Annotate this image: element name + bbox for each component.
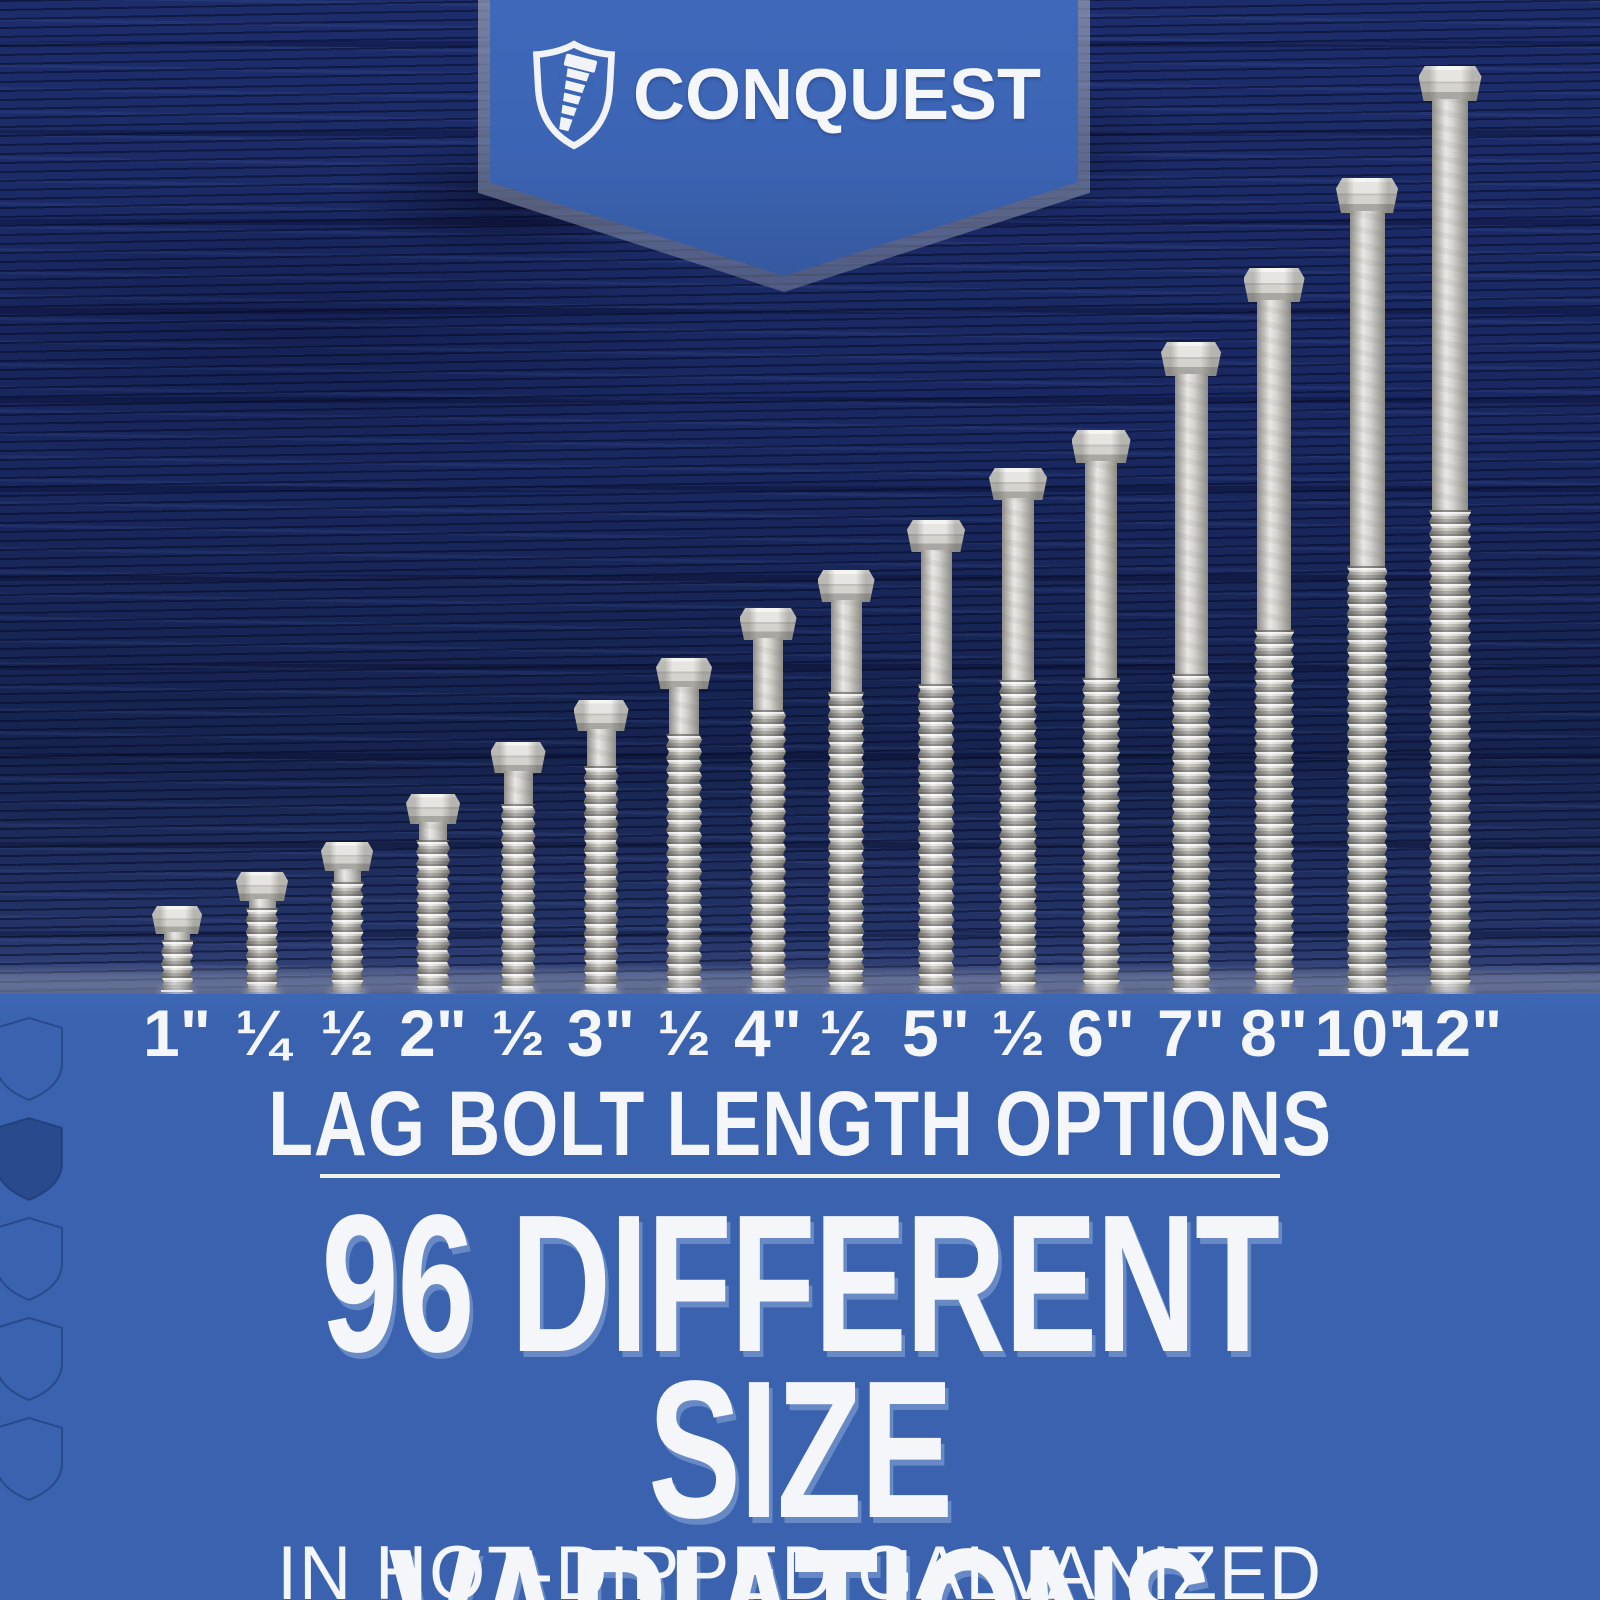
size-label-row: 1" ¼ ½ 2" ½ 3" ½ 4" ½ 5" ½ 6" 7" 8" 10" 12" xyxy=(0,996,1600,1070)
bolt-image xyxy=(1243,268,1305,992)
bolt-size-label: ½ xyxy=(320,997,374,1069)
bolt-shank xyxy=(1002,498,1034,682)
bolt-threads xyxy=(1082,678,1120,992)
bolt-size-label: 12" xyxy=(1397,996,1503,1070)
brand-logo: CONQUEST xyxy=(490,40,1078,150)
bolt-image xyxy=(817,570,875,992)
bolt-head xyxy=(152,906,202,934)
bolt-head xyxy=(1161,342,1221,376)
bolt-image xyxy=(236,872,288,992)
bolt-image xyxy=(406,794,460,992)
bolt-head xyxy=(573,700,629,731)
bolt-shank xyxy=(920,550,952,686)
bolt-threads xyxy=(416,840,450,992)
shield-watermark xyxy=(0,1416,63,1502)
bolt-size-label: 4" xyxy=(734,996,802,1070)
bolt-size-label: ½ xyxy=(991,997,1045,1069)
bolt-threads xyxy=(245,908,279,992)
bolt-image xyxy=(1418,66,1482,992)
bolt-size-label: 2" xyxy=(399,996,467,1070)
bolt-size-label: ½ xyxy=(657,997,711,1069)
bolt-head xyxy=(236,872,288,901)
bolt-shank xyxy=(1174,374,1208,676)
bolt-head xyxy=(1071,430,1131,463)
bolt-shank xyxy=(1432,99,1468,512)
bolt-shank xyxy=(753,638,783,712)
bolt-image xyxy=(656,658,712,992)
bolt-shank xyxy=(1349,211,1385,568)
bolt-head xyxy=(321,842,373,871)
bolt-threads xyxy=(1254,630,1294,992)
bolt-shank xyxy=(419,822,447,842)
bolt-threads xyxy=(1346,566,1388,992)
bolt-threads xyxy=(827,692,865,992)
bolt-image xyxy=(490,742,546,992)
bolt-threads xyxy=(330,882,364,992)
bolt-shank xyxy=(503,771,533,806)
bolt-head xyxy=(907,520,965,552)
bolt-size-label: 8" xyxy=(1240,996,1308,1070)
bolt-head xyxy=(1243,268,1305,302)
title-line-2: SIZE VARIATIONS xyxy=(388,1340,1213,1600)
bolt-head xyxy=(490,742,546,773)
divider-line xyxy=(320,1174,1280,1178)
bolt-image xyxy=(739,608,797,992)
bolt-threads xyxy=(750,710,786,992)
shield-watermark xyxy=(0,1216,63,1302)
bolt-image xyxy=(989,468,1047,992)
bolt-image xyxy=(1161,342,1221,992)
bolt-shank xyxy=(669,687,699,736)
bolt-size-label: ½ xyxy=(491,997,545,1069)
bolt-shank xyxy=(248,899,276,910)
bolt-shank xyxy=(830,600,862,694)
info-band: 1" ¼ ½ 2" ½ 3" ½ 4" ½ 5" ½ 6" 7" 8" 10" 12" LAG BOLT LE… xyxy=(0,994,1600,1600)
brand-shield-screw-icon xyxy=(532,40,616,150)
bolt-size-label: 10" xyxy=(1314,996,1420,1070)
bolt-size-label: ¼ xyxy=(235,997,289,1069)
shield-watermarks xyxy=(0,1016,63,1502)
title-line-1: 96 DIFFERENT xyxy=(321,1174,1280,1393)
bolt-threads xyxy=(917,684,955,992)
bolt-threads xyxy=(999,680,1037,992)
footer-text: IN HOT-DIPPED GALVANIZED xyxy=(277,1531,1323,1600)
bolt-image xyxy=(573,700,629,992)
brand-name: CONQUEST xyxy=(632,55,1042,135)
bolt-head xyxy=(1418,66,1482,101)
bolt-size-label: 3" xyxy=(567,996,635,1070)
bolt-shank xyxy=(1257,300,1291,632)
bolt-head xyxy=(1336,178,1398,213)
bolt-size-label: 6" xyxy=(1067,996,1135,1070)
bolt-size-label: 1" xyxy=(143,996,211,1070)
shield-watermark xyxy=(0,1016,63,1102)
bolt-head xyxy=(406,794,460,824)
bolt-threads xyxy=(1171,674,1211,992)
bolt-shank xyxy=(586,729,616,768)
subtitle: LAG BOLT LENGTH OPTIONS xyxy=(268,1073,1332,1175)
bolt-image xyxy=(321,842,373,992)
bolt-threads xyxy=(500,804,536,992)
bolt-size-label: 7" xyxy=(1157,996,1225,1070)
bolt-size-label: ½ xyxy=(819,997,873,1069)
bolt-head xyxy=(817,570,875,602)
bolt-head xyxy=(739,608,797,640)
bolt-size-label: 5" xyxy=(902,996,970,1070)
bolt-threads xyxy=(1429,510,1471,992)
bolt-shank xyxy=(333,869,361,884)
bolt-threads xyxy=(583,766,619,992)
bolt-image xyxy=(1071,430,1131,992)
bolt-image xyxy=(907,520,965,992)
bolt-threads xyxy=(666,734,702,992)
bolt-image xyxy=(1336,178,1398,992)
bolt-shank xyxy=(164,932,190,942)
bolt-shank xyxy=(1085,461,1117,680)
bolt-head xyxy=(989,468,1047,500)
bolt-head xyxy=(656,658,712,689)
shield-watermark xyxy=(0,1316,63,1402)
shield-watermark xyxy=(0,1116,63,1202)
